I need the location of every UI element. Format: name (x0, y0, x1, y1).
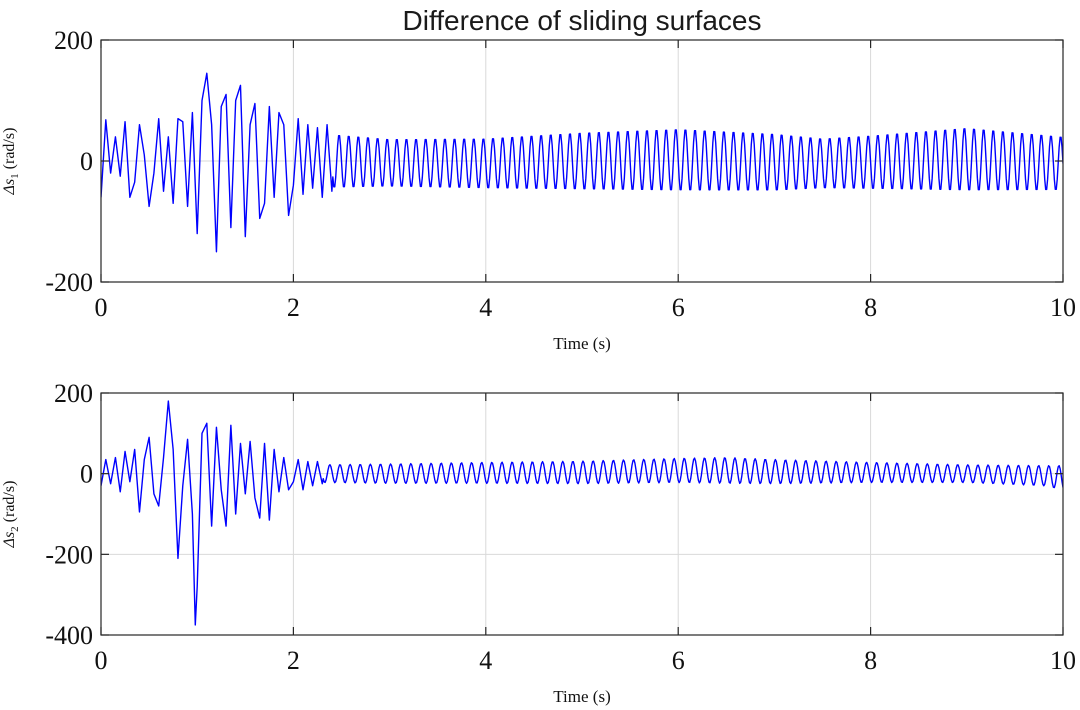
y-tick-label: 0 (80, 147, 93, 176)
x-tick-label: 2 (287, 293, 300, 322)
x-tick-label: 8 (864, 293, 877, 322)
y-axis-label-subscript: 2 (9, 526, 21, 532)
y-tick-label: 200 (54, 379, 93, 408)
x-tick-label: 4 (479, 293, 492, 322)
y-axis-label-symbol: Δs (1, 532, 18, 549)
y-tick-label: -200 (45, 540, 93, 569)
y-tick-label: 200 (54, 26, 93, 55)
series-line-Δs2 (101, 400, 1063, 626)
y-axis-label-unit: (rad/s) (1, 481, 18, 527)
x-tick-label: 10 (1050, 293, 1076, 322)
plot-frame (100, 392, 1064, 636)
chart-title: Difference of sliding surfaces (403, 5, 762, 36)
x-axis-label: Time (s) (553, 334, 610, 353)
y-axis-label-unit: (rad/s) (1, 128, 18, 174)
y-tick-label: 0 (80, 460, 93, 489)
x-tick-label: 6 (672, 293, 685, 322)
x-tick-label: 0 (95, 646, 108, 675)
x-tick-label: 0 (95, 293, 108, 322)
y-tick-label: -200 (45, 268, 93, 297)
x-tick-label: 6 (672, 646, 685, 675)
y-axis-label: Δs2 (rad/s) (1, 481, 21, 549)
x-tick-label: 8 (864, 646, 877, 675)
x-tick-label: 10 (1050, 646, 1076, 675)
y-axis-label-symbol: Δs (1, 179, 18, 196)
y-axis-label-subscript: 1 (9, 173, 21, 179)
series-line-Δs1 (101, 72, 1063, 253)
y-tick-label: -400 (45, 621, 93, 650)
y-axis-label: Δs1 (rad/s) (1, 128, 21, 196)
x-tick-label: 2 (287, 646, 300, 675)
x-axis-label: Time (s) (553, 687, 610, 706)
x-tick-label: 4 (479, 646, 492, 675)
